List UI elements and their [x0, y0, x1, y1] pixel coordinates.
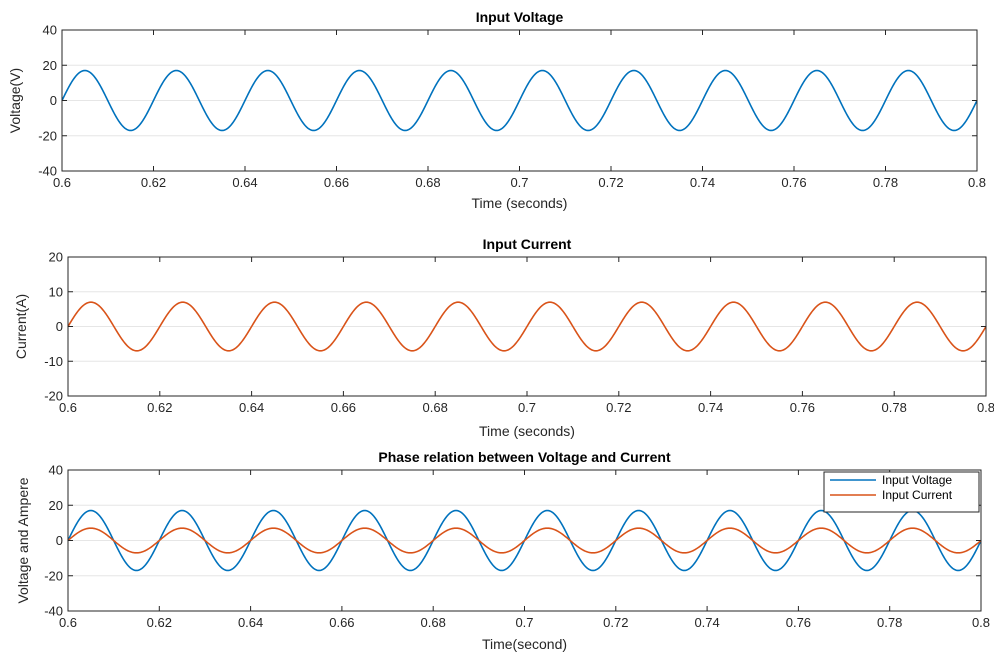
y-tick-label: 20 — [43, 58, 57, 73]
y-axis-label: Current(A) — [13, 294, 29, 359]
x-tick-label: 0.64 — [239, 400, 264, 415]
x-tick-label: 0.66 — [331, 400, 356, 415]
x-tick-label: 0.62 — [147, 400, 172, 415]
x-tick-label: 0.7 — [518, 400, 536, 415]
series-line-1 — [67, 301, 987, 352]
chart-2: 0.6 0.62 0.64 0.66 0.68 0.7 0.72 0.74 0.76 0.78 0.… — [13, 236, 994, 439]
x-tick-label: 0.6 — [59, 400, 77, 415]
x-axis-label: Time (seconds) — [472, 195, 568, 211]
x-tick-label: 0.66 — [329, 615, 354, 630]
x-tick-label: 0.6 — [59, 615, 77, 630]
y-tick-label: 40 — [49, 463, 63, 478]
x-tick-label: 0.74 — [698, 400, 723, 415]
y-tick-label: 20 — [49, 498, 63, 513]
x-tick-label: 0.8 — [977, 400, 994, 415]
series-line-1 — [61, 69, 978, 132]
y-tick-label: 40 — [43, 23, 57, 38]
y-tick-label: 0 — [56, 319, 63, 334]
x-tick-label: 0.64 — [232, 175, 257, 190]
y-tick-label: 0 — [56, 533, 63, 548]
x-tick-label: 0.6 — [53, 175, 71, 190]
y-tick-label: -10 — [44, 354, 63, 369]
series-line-2 — [67, 527, 982, 554]
legend-label: Input Voltage — [882, 473, 952, 487]
y-tick-label: 0 — [50, 93, 57, 108]
x-tick-label: 0.78 — [877, 615, 902, 630]
y-tick-label: -20 — [44, 389, 63, 404]
x-tick-label: 0.8 — [968, 175, 986, 190]
x-tick-label: 0.64 — [238, 615, 263, 630]
x-tick-label: 0.68 — [415, 175, 440, 190]
y-tick-label: -20 — [38, 128, 57, 143]
x-tick-label: 0.76 — [790, 400, 815, 415]
chart-1: 0.6 0.62 0.64 0.66 0.68 0.7 0.72 0.74 0.76 0.78 0.… — [7, 9, 986, 211]
x-tick-label: 0.76 — [786, 615, 811, 630]
x-tick-label: 0.62 — [147, 615, 172, 630]
x-tick-label: 0.78 — [873, 175, 898, 190]
x-tick-label: 0.74 — [690, 175, 715, 190]
x-tick-label: 0.7 — [515, 615, 533, 630]
x-tick-label: 0.72 — [603, 615, 628, 630]
chart-3: 0.6 0.62 0.64 0.66 0.68 0.7 0.72 0.74 0.76 0.78 0.… — [15, 449, 990, 652]
x-tick-label: 0.8 — [972, 615, 990, 630]
y-tick-label: -20 — [44, 568, 63, 583]
y-tick-label: -40 — [44, 604, 63, 619]
y-axis-label: Voltage(V) — [7, 68, 23, 133]
legend-box — [823, 471, 980, 513]
x-tick-label: 0.7 — [510, 175, 528, 190]
x-tick-label: 0.68 — [423, 400, 448, 415]
x-tick-label: 0.62 — [141, 175, 166, 190]
chart-title: Input Current — [483, 236, 572, 252]
x-tick-label: 0.74 — [694, 615, 719, 630]
y-tick-label: -40 — [38, 164, 57, 179]
x-tick-label: 0.72 — [606, 400, 631, 415]
y-tick-label: 10 — [49, 284, 63, 299]
x-tick-label: 0.72 — [598, 175, 623, 190]
legend-label: Input Current — [882, 488, 953, 502]
y-tick-label: 20 — [49, 250, 63, 265]
x-tick-label: 0.68 — [421, 615, 446, 630]
x-tick-label: 0.66 — [324, 175, 349, 190]
x-axis-label: Time(second) — [482, 636, 567, 652]
chart-title: Phase relation between Voltage and Curre… — [378, 449, 671, 465]
x-tick-label: 0.76 — [781, 175, 806, 190]
x-axis-label: Time (seconds) — [479, 423, 575, 439]
x-tick-label: 0.78 — [882, 400, 907, 415]
chart-title: Input Voltage — [476, 9, 564, 25]
y-axis-label: Voltage and Ampere — [15, 477, 31, 603]
